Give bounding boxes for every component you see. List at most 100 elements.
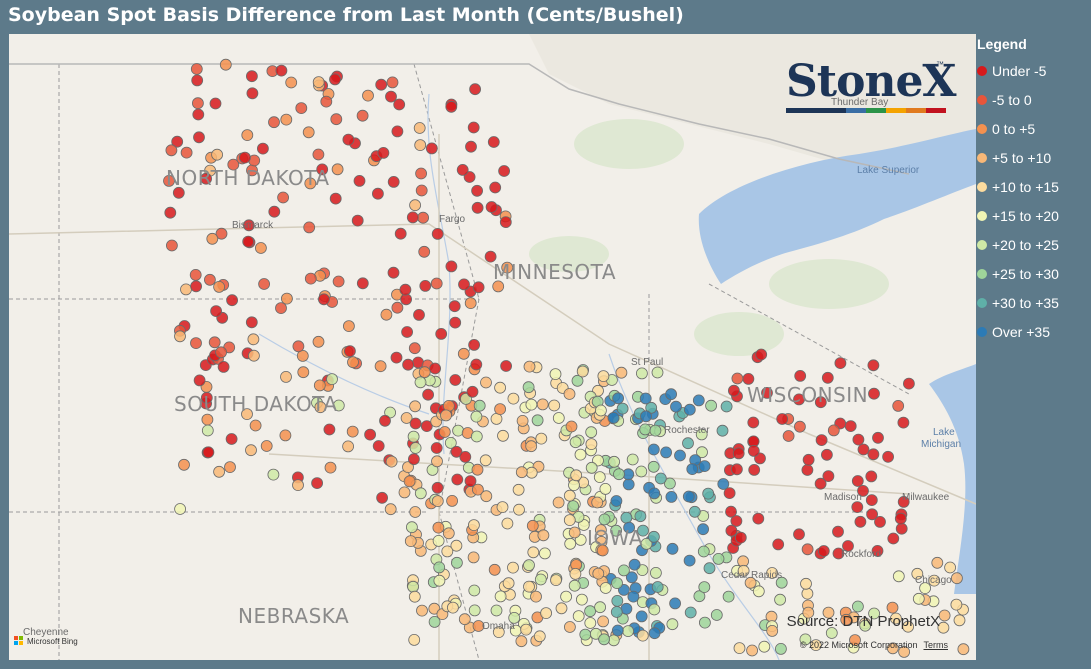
basis-point-marker[interactable] bbox=[225, 433, 238, 445]
basis-point-marker[interactable] bbox=[180, 146, 193, 159]
basis-point-marker[interactable] bbox=[405, 521, 418, 534]
basis-point-marker[interactable] bbox=[919, 582, 931, 594]
basis-point-marker[interactable] bbox=[507, 561, 519, 574]
basis-point-marker[interactable] bbox=[648, 487, 661, 500]
basis-point-marker[interactable] bbox=[489, 181, 502, 194]
basis-point-marker[interactable] bbox=[637, 524, 649, 537]
basis-point-marker[interactable] bbox=[802, 606, 815, 619]
basis-point-marker[interactable] bbox=[470, 410, 483, 423]
basis-point-marker[interactable] bbox=[815, 434, 828, 447]
basis-point-marker[interactable] bbox=[342, 440, 355, 453]
basis-point-marker[interactable] bbox=[408, 634, 421, 646]
basis-point-marker[interactable] bbox=[674, 449, 686, 462]
basis-point-marker[interactable] bbox=[535, 432, 548, 445]
basis-point-marker[interactable] bbox=[385, 90, 397, 103]
basis-point-marker[interactable] bbox=[800, 577, 812, 590]
basis-point-marker[interactable] bbox=[683, 554, 696, 567]
basis-point-marker[interactable] bbox=[697, 523, 709, 536]
basis-point-marker[interactable] bbox=[525, 398, 538, 411]
basis-point-marker[interactable] bbox=[245, 316, 258, 329]
basis-point-marker[interactable] bbox=[794, 420, 806, 433]
basis-point-marker[interactable] bbox=[886, 601, 899, 614]
basis-point-marker[interactable] bbox=[670, 400, 682, 413]
basis-point-marker[interactable] bbox=[376, 491, 389, 504]
basis-point-marker[interactable] bbox=[280, 370, 292, 383]
basis-point-marker[interactable] bbox=[364, 428, 377, 441]
basis-point-marker[interactable] bbox=[649, 424, 662, 437]
basis-point-marker[interactable] bbox=[432, 534, 445, 547]
basis-point-marker[interactable] bbox=[346, 425, 359, 438]
basis-point-marker[interactable] bbox=[857, 443, 870, 456]
basis-point-marker[interactable] bbox=[471, 184, 484, 197]
basis-point-marker[interactable] bbox=[456, 163, 469, 176]
basis-point-marker[interactable] bbox=[766, 567, 778, 579]
basis-point-marker[interactable] bbox=[648, 627, 661, 640]
basis-point-marker[interactable] bbox=[590, 627, 602, 640]
legend-item[interactable]: Under -5 bbox=[977, 56, 1089, 85]
basis-point-marker[interactable] bbox=[174, 503, 187, 515]
basis-point-marker[interactable] bbox=[408, 342, 421, 355]
basis-point-marker[interactable] bbox=[616, 402, 629, 415]
basis-point-marker[interactable] bbox=[353, 174, 366, 187]
basis-point-marker[interactable] bbox=[530, 590, 542, 603]
basis-point-marker[interactable] bbox=[897, 416, 910, 429]
basis-point-marker[interactable] bbox=[211, 148, 224, 161]
basis-point-marker[interactable] bbox=[180, 283, 192, 296]
basis-point-marker[interactable] bbox=[431, 495, 444, 508]
basis-point-marker[interactable] bbox=[242, 219, 255, 232]
basis-point-marker[interactable] bbox=[585, 426, 598, 439]
basis-point-marker[interactable] bbox=[782, 430, 795, 442]
basis-point-marker[interactable] bbox=[703, 562, 716, 575]
basis-point-marker[interactable] bbox=[459, 450, 472, 463]
basis-point-marker[interactable] bbox=[431, 227, 444, 240]
basis-point-marker[interactable] bbox=[774, 593, 786, 606]
basis-point-marker[interactable] bbox=[814, 477, 827, 490]
basis-point-marker[interactable] bbox=[402, 461, 414, 474]
basis-point-marker[interactable] bbox=[793, 393, 805, 406]
basis-point-marker[interactable] bbox=[931, 556, 944, 569]
basis-point-marker[interactable] bbox=[728, 384, 740, 397]
basis-point-marker[interactable] bbox=[523, 559, 535, 572]
basis-point-marker[interactable] bbox=[894, 512, 907, 525]
basis-point-marker[interactable] bbox=[950, 598, 963, 611]
basis-point-marker[interactable] bbox=[565, 420, 578, 433]
basis-point-marker[interactable] bbox=[647, 460, 660, 473]
basis-point-marker[interactable] bbox=[206, 232, 219, 245]
legend-item[interactable]: +25 to +30 bbox=[977, 259, 1089, 288]
basis-point-marker[interactable] bbox=[246, 87, 259, 100]
basis-point-marker[interactable] bbox=[258, 278, 271, 290]
basis-point-marker[interactable] bbox=[640, 410, 652, 423]
basis-point-marker[interactable] bbox=[626, 453, 639, 466]
basis-point-marker[interactable] bbox=[645, 401, 658, 414]
basis-point-marker[interactable] bbox=[744, 576, 757, 589]
basis-point-marker[interactable] bbox=[859, 619, 872, 632]
basis-point-marker[interactable] bbox=[539, 547, 551, 560]
basis-point-marker[interactable] bbox=[622, 625, 634, 637]
basis-point-marker[interactable] bbox=[664, 477, 676, 490]
basis-point-marker[interactable] bbox=[377, 147, 390, 159]
basis-point-marker[interactable] bbox=[712, 553, 725, 565]
basis-point-marker[interactable] bbox=[540, 607, 552, 619]
basis-point-marker[interactable] bbox=[393, 98, 406, 111]
basis-point-marker[interactable] bbox=[430, 277, 443, 290]
basis-point-marker[interactable] bbox=[872, 431, 884, 444]
basis-point-marker[interactable] bbox=[564, 621, 576, 633]
basis-point-marker[interactable] bbox=[613, 468, 625, 481]
basis-point-marker[interactable] bbox=[403, 475, 416, 488]
basis-point-marker[interactable] bbox=[466, 385, 479, 398]
basis-point-marker[interactable] bbox=[400, 412, 413, 424]
basis-point-marker[interactable] bbox=[951, 572, 963, 585]
basis-point-marker[interactable] bbox=[415, 184, 428, 197]
basis-point-marker[interactable] bbox=[420, 420, 433, 433]
basis-point-marker[interactable] bbox=[418, 245, 431, 258]
basis-point-marker[interactable] bbox=[772, 538, 785, 551]
basis-point-marker[interactable] bbox=[391, 301, 404, 314]
basis-point-marker[interactable] bbox=[471, 483, 484, 496]
basis-point-marker[interactable] bbox=[210, 305, 223, 318]
basis-point-marker[interactable] bbox=[268, 205, 281, 218]
basis-point-marker[interactable] bbox=[430, 442, 443, 454]
basis-point-marker[interactable] bbox=[213, 465, 226, 478]
basis-point-marker[interactable] bbox=[314, 401, 327, 414]
basis-point-marker[interactable] bbox=[682, 490, 695, 503]
basis-point-marker[interactable] bbox=[387, 175, 400, 188]
